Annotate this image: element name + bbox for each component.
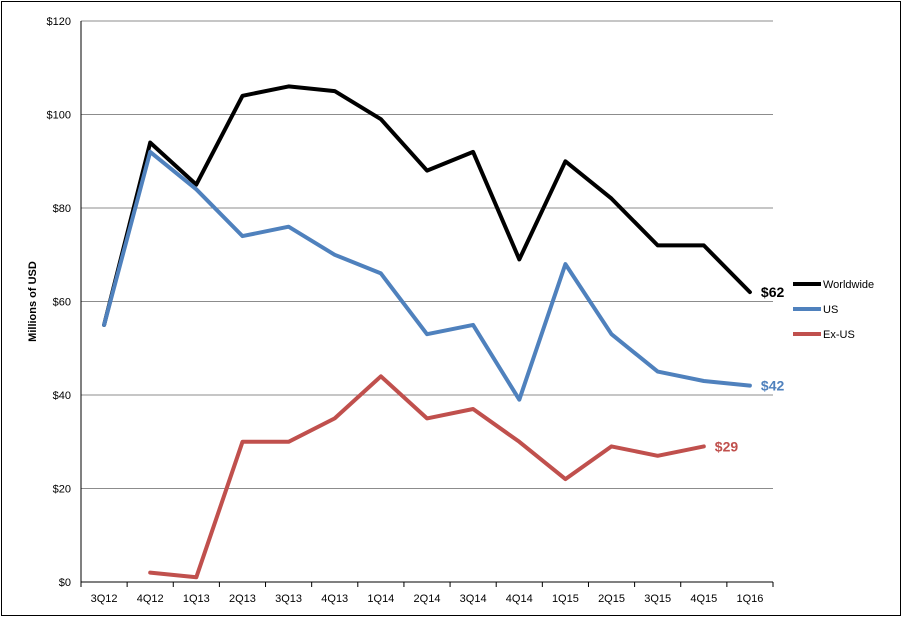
x-tick-label: 1Q14 [367,593,394,605]
legend-label-us: US [823,304,838,316]
x-tick-label: 3Q13 [275,593,302,605]
x-tick-label: 2Q13 [229,593,256,605]
x-tick-label: 3Q12 [91,593,118,605]
x-tick-label: 2Q14 [414,593,441,605]
x-tick-label: 1Q13 [183,593,210,605]
series-lines [102,84,752,580]
legend-label-worldwide: Worldwide [823,279,874,291]
legend: Worldwide US Ex-US [793,279,874,341]
y-axis-tick-labels: $0 $20 $40 $60 $80 $100 $120 [47,16,71,589]
x-tick-label: 3Q15 [644,593,671,605]
y-tick-label: $20 [53,484,71,496]
y-tick-label: $60 [53,297,71,309]
series-line-worldwide [102,84,752,327]
y-tick-label: $80 [53,203,71,215]
x-tick-label: 2Q15 [598,593,625,605]
end-label-ex-us: $29 [715,438,739,454]
y-tick-label: $0 [59,577,71,589]
end-label-worldwide: $62 [761,284,785,300]
y-tick-label: $120 [47,16,71,28]
end-label-us: $42 [761,378,785,394]
x-tick-label: 4Q13 [321,593,348,605]
x-tick-label: 4Q12 [137,593,164,605]
x-axis-tick-labels: 3Q12 4Q12 1Q13 2Q13 3Q13 4Q13 1Q14 2Q14 3Q14 4Q14… [91,593,764,605]
series-line-ex-us [148,374,706,580]
x-tick-label: 1Q15 [552,593,579,605]
series-end-labels: $62 $42 $29 [715,284,785,454]
x-tick-label: 1Q16 [736,593,763,605]
y-axis-label: Millions of USD [27,261,39,342]
x-tick-label: 3Q14 [460,593,487,605]
x-tick-label: 4Q15 [690,593,717,605]
x-tick-label: 4Q14 [506,593,533,605]
series-line-us [102,149,752,402]
legend-label-ex-us: Ex-US [823,329,855,341]
y-tick-label: $40 [53,390,71,402]
gridlines [80,20,774,587]
y-tick-label: $100 [47,110,71,122]
